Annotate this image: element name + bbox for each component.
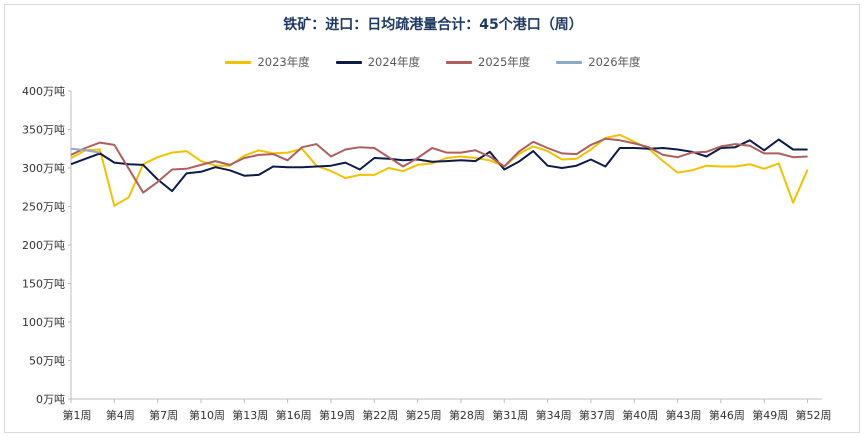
legend-label: 2026年度 — [588, 55, 641, 69]
x-tick-label: 第10周 — [189, 408, 225, 422]
x-tick-label: 第22周 — [362, 408, 398, 422]
legend-item-1: 2024年度 — [335, 54, 420, 70]
legend-item-0: 2023年度 — [225, 54, 310, 70]
x-tick-label: 第46周 — [709, 408, 745, 422]
y-tick-label: 300万吨 — [22, 162, 65, 175]
x-tick-label: 第4周 — [106, 408, 135, 422]
legend-swatch — [446, 60, 472, 64]
legend-label: 2024年度 — [367, 55, 420, 69]
x-tick-label: 第40周 — [622, 408, 658, 422]
x-tick-label: 第31周 — [492, 408, 528, 422]
y-tick-label: 350万吨 — [22, 124, 65, 137]
legend-swatch — [335, 60, 362, 64]
y-tick-label: 200万吨 — [22, 239, 65, 252]
y-tick-label: 50万吨 — [29, 355, 65, 368]
x-tick-label: 第13周 — [232, 408, 268, 422]
legend-label: 2025年度 — [478, 55, 531, 69]
x-tick-label: 第34周 — [536, 408, 572, 422]
x-tick-label: 第1周 — [63, 408, 92, 422]
chart-title: 铁矿：进口：日均疏港量合计：45个港口（周） — [283, 17, 583, 33]
legend-label: 2023年度 — [257, 55, 310, 69]
legend-swatch — [556, 60, 583, 64]
series-line-3 — [70, 147, 101, 154]
y-axis-labels: 0万吨 50万吨 100万吨 150万吨 200万吨 250万吨 300万吨 350万吨 400… — [22, 85, 65, 406]
chart-frame — [4, 4, 860, 433]
y-tick-label: 0万吨 — [36, 393, 65, 406]
x-tick-label: 第28周 — [449, 408, 485, 422]
legend: 2023年度 2024年度 2025年度 2026年度 — [0, 54, 866, 70]
x-tick-label: 第37周 — [579, 408, 615, 422]
legend-swatch — [225, 60, 252, 64]
legend-item-3: 2026年度 — [556, 54, 641, 70]
y-tick-label: 250万吨 — [22, 201, 65, 214]
x-tick-label: 第19周 — [319, 408, 355, 422]
series-line-1 — [70, 138, 808, 193]
x-tick-label: 第52周 — [796, 408, 832, 422]
x-tick-label: 第25周 — [406, 408, 442, 422]
axes — [68, 90, 822, 403]
series-line-0 — [70, 133, 809, 207]
x-tick-label: 第7周 — [149, 408, 178, 422]
series-lines — [70, 133, 809, 207]
legend-item-2: 2025年度 — [446, 54, 530, 70]
y-tick-label: 150万吨 — [22, 278, 65, 291]
y-tick-label: 100万吨 — [22, 316, 65, 329]
x-tick-label: 第16周 — [276, 408, 312, 422]
y-tick-label: 400万吨 — [22, 85, 65, 98]
series-line-2 — [70, 137, 808, 194]
x-tick-label: 第49周 — [752, 408, 788, 422]
x-tick-label: 第43周 — [666, 408, 702, 422]
x-axis-labels: 第1周 第4周 第7周 第10周 第13周 第16周 第19周 第22周 第25周 第28周 第31… — [63, 408, 832, 422]
